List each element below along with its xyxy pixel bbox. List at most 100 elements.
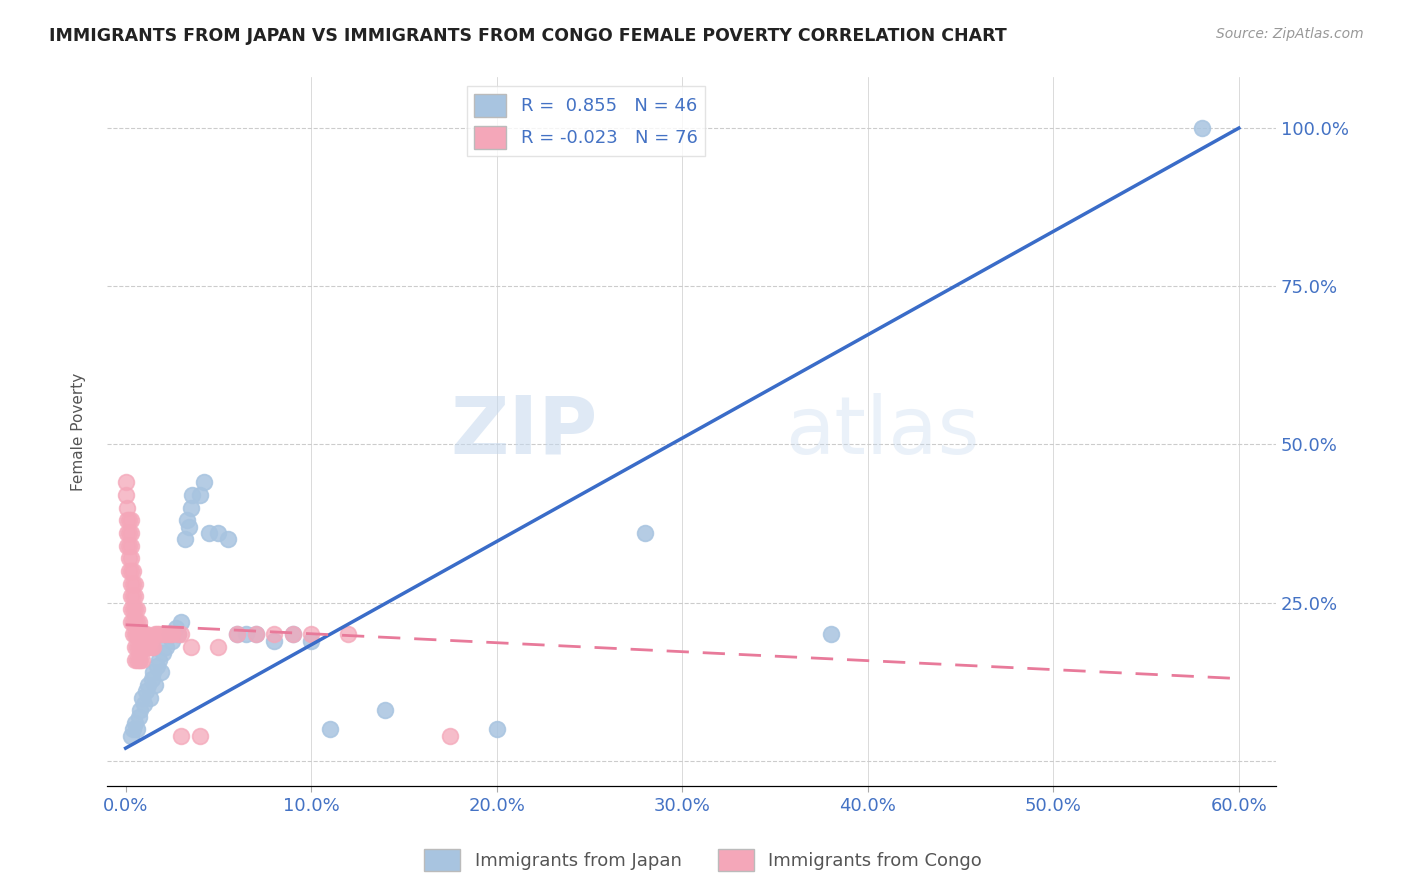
Point [124, 576, 146, 591]
Point [148, 627, 170, 641]
Point [141, 640, 163, 654]
Point [125, 615, 148, 629]
Point [198, 526, 221, 541]
Point [122, 627, 145, 641]
Point [114, 488, 136, 502]
Point [134, 640, 156, 654]
Point [120, 576, 142, 591]
Point [180, 500, 202, 515]
Text: Source: ZipAtlas.com: Source: ZipAtlas.com [1216, 27, 1364, 41]
Point [142, 640, 165, 654]
Point [141, 672, 163, 686]
Point [124, 615, 146, 629]
Point [155, 640, 177, 654]
Point [148, 652, 170, 666]
Point [181, 488, 204, 502]
Point [120, 615, 142, 629]
Y-axis label: Female Poverty: Female Poverty [72, 373, 86, 491]
Point [143, 627, 166, 641]
Point [193, 475, 215, 490]
Text: ZIP: ZIP [451, 392, 598, 471]
Point [820, 627, 842, 641]
Point [188, 729, 211, 743]
Point [226, 627, 249, 641]
Text: atlas: atlas [785, 392, 980, 471]
Point [245, 627, 267, 641]
Point [136, 678, 159, 692]
Point [188, 488, 211, 502]
Point [125, 640, 148, 654]
Point [337, 627, 360, 641]
Point [142, 665, 165, 680]
Point [235, 627, 257, 641]
Point [131, 627, 153, 641]
Point [118, 564, 141, 578]
Point [146, 627, 169, 641]
Point [1191, 121, 1213, 136]
Point [117, 526, 139, 541]
Point [125, 722, 148, 736]
Point [125, 602, 148, 616]
Point [174, 533, 197, 547]
Point [139, 690, 162, 705]
Point [135, 640, 157, 654]
Point [120, 729, 142, 743]
Point [135, 684, 157, 698]
Point [180, 640, 202, 654]
Point [245, 627, 267, 641]
Point [122, 722, 145, 736]
Point [136, 640, 159, 654]
Point [117, 513, 139, 527]
Legend: Immigrants from Japan, Immigrants from Congo: Immigrants from Japan, Immigrants from C… [416, 842, 990, 879]
Point [374, 703, 396, 717]
Point [165, 621, 187, 635]
Point [139, 640, 162, 654]
Point [160, 633, 183, 648]
Point [120, 526, 142, 541]
Point [634, 526, 657, 541]
Point [118, 526, 141, 541]
Legend: R =  0.855   N = 46, R = -0.023   N = 76: R = 0.855 N = 46, R = -0.023 N = 76 [467, 87, 704, 156]
Point [128, 709, 150, 723]
Point [128, 615, 150, 629]
Point [166, 627, 188, 641]
Point [155, 627, 177, 641]
Point [135, 627, 157, 641]
Point [118, 513, 141, 527]
Point [120, 590, 142, 604]
Point [124, 590, 146, 604]
Point [122, 564, 145, 578]
Point [117, 500, 139, 515]
Point [146, 659, 169, 673]
Point [152, 646, 174, 660]
Point [124, 640, 146, 654]
Point [128, 627, 150, 641]
Point [129, 652, 152, 666]
Point [128, 640, 150, 654]
Point [263, 627, 285, 641]
Point [281, 627, 304, 641]
Point [207, 526, 229, 541]
Point [226, 627, 249, 641]
Point [131, 690, 153, 705]
Point [124, 627, 146, 641]
Point [166, 627, 188, 641]
Point [299, 627, 322, 641]
Point [134, 697, 156, 711]
Point [122, 576, 145, 591]
Point [124, 652, 146, 666]
Point [159, 627, 181, 641]
Point [319, 722, 342, 736]
Point [263, 633, 285, 648]
Point [118, 551, 141, 566]
Point [125, 627, 148, 641]
Point [159, 627, 181, 641]
Point [125, 652, 148, 666]
Point [170, 729, 193, 743]
Point [299, 633, 322, 648]
Point [439, 729, 461, 743]
Point [129, 627, 152, 641]
Point [485, 722, 508, 736]
Point [120, 539, 142, 553]
Point [170, 615, 193, 629]
